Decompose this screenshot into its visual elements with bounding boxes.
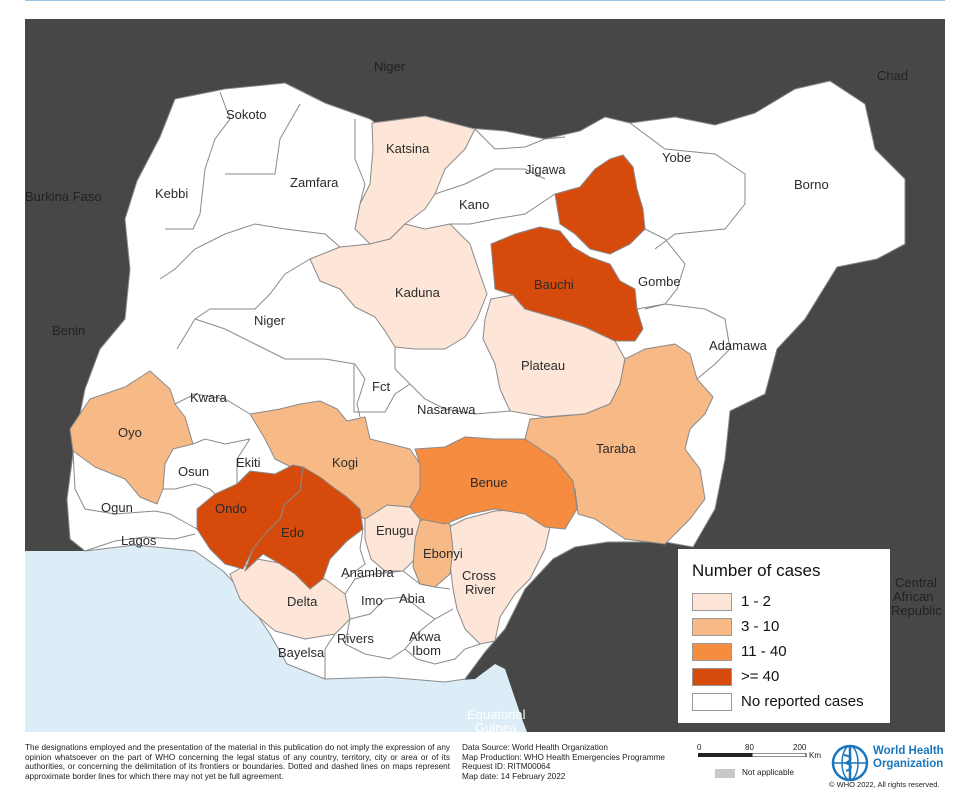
legend-swatch bbox=[692, 617, 732, 636]
legend-swatch bbox=[692, 692, 732, 711]
copyright-text: © WHO 2022, All rights reserved. bbox=[829, 780, 940, 789]
label-state-osun: Osun bbox=[178, 464, 209, 479]
scale-label-max: 200 bbox=[793, 743, 807, 752]
map-production-line: Map Production: WHO Health Emergencies P… bbox=[462, 752, 665, 762]
label-state-cross-river-1: Cross bbox=[462, 568, 496, 583]
state-edo bbox=[244, 466, 364, 590]
scale-label-mid: 80 bbox=[745, 743, 754, 752]
label-state-ondo: Ondo bbox=[215, 501, 247, 516]
who-name-line-2: Organization bbox=[873, 757, 944, 770]
label-state-kwara: Kwara bbox=[190, 390, 228, 405]
disclaimer-text: The designations employed and the presen… bbox=[25, 743, 450, 781]
legend-title: Number of cases bbox=[692, 561, 821, 580]
label-state-edo: Edo bbox=[281, 525, 304, 540]
label-state-nasarawa: Nasarawa bbox=[417, 402, 476, 417]
label-state-enugu: Enugu bbox=[376, 523, 414, 538]
map-footer: The designations employed and the presen… bbox=[25, 743, 950, 801]
label-state-ebonyi: Ebonyi bbox=[423, 546, 463, 561]
label-country-niger: Niger bbox=[374, 59, 406, 74]
map-date-line: Map date: 14 February 2022 bbox=[462, 771, 566, 781]
label-state-kano: Kano bbox=[459, 197, 489, 212]
label-country-car-2: African bbox=[893, 589, 933, 604]
legend-label: 1 - 2 bbox=[741, 593, 772, 610]
legend-item: 3 - 10 bbox=[692, 614, 876, 639]
label-state-oyo: Oyo bbox=[118, 425, 142, 440]
legend-item: >= 40 bbox=[692, 664, 876, 689]
label-state-kaduna: Kaduna bbox=[395, 285, 441, 300]
map-legend: Number of cases 1 - 2 3 - 10 11 - 40 >= … bbox=[678, 549, 890, 723]
who-name-line-1: World Health bbox=[873, 745, 944, 757]
label-state-delta: Delta bbox=[287, 594, 318, 609]
label-state-plateau: Plateau bbox=[521, 358, 565, 373]
data-source-block: Data Source: World Health Organization M… bbox=[462, 743, 702, 781]
data-source-line: Data Source: World Health Organization bbox=[462, 743, 608, 752]
label-state-anambra: Anambra bbox=[341, 565, 395, 580]
not-applicable-swatch bbox=[715, 769, 735, 778]
label-state-imo: Imo bbox=[361, 593, 383, 608]
label-state-fct: Fct bbox=[372, 379, 390, 394]
legend-item: 11 - 40 bbox=[692, 639, 876, 664]
label-state-adamawa: Adamawa bbox=[709, 338, 768, 353]
top-rule bbox=[25, 0, 945, 1]
label-state-akwa-ibom-2: Ibom bbox=[412, 643, 441, 658]
who-organization-name: World Health Organization bbox=[873, 745, 944, 770]
scale-bar-graphic bbox=[698, 753, 807, 757]
label-state-niger: Niger bbox=[254, 313, 286, 328]
label-country-burkina-faso: Burkina Faso bbox=[25, 189, 102, 204]
scale-bar: 0 80 200 Km bbox=[697, 743, 827, 773]
state-jigawa-east-yobe-part bbox=[554, 154, 646, 255]
state-boundaries bbox=[72, 91, 746, 679]
state-oyo bbox=[69, 370, 194, 505]
label-state-rivers: Rivers bbox=[337, 631, 374, 646]
label-state-katsina: Katsina bbox=[386, 141, 430, 156]
label-country-car-1: Central bbox=[895, 575, 937, 590]
label-state-benue: Benue bbox=[470, 475, 508, 490]
label-state-bauchi: Bauchi bbox=[534, 277, 574, 292]
legend-swatch bbox=[692, 667, 732, 686]
legend-label: No reported cases bbox=[741, 693, 864, 710]
label-state-kogi: Kogi bbox=[332, 455, 358, 470]
label-state-sokoto: Sokoto bbox=[226, 107, 266, 122]
legend-swatch bbox=[692, 592, 732, 611]
label-state-bayelsa: Bayelsa bbox=[278, 645, 325, 660]
legend-item: 1 - 2 bbox=[692, 589, 876, 614]
legend-item: No reported cases bbox=[692, 689, 876, 714]
label-country-chad: Chad bbox=[877, 68, 908, 83]
label-country-eq-guinea-1: Equatorial bbox=[467, 707, 526, 722]
state-benue bbox=[409, 436, 578, 530]
request-id-line: Request ID: RITM00064 bbox=[462, 762, 551, 772]
map-frame: Niger Chad Burkina Faso Benin Central Af… bbox=[25, 19, 945, 732]
state-kaduna bbox=[309, 223, 488, 350]
sea bbox=[25, 545, 527, 732]
label-state-cross-river-2: River bbox=[465, 582, 496, 597]
label-state-lagos: Lagos bbox=[121, 533, 157, 548]
label-state-taraba: Taraba bbox=[596, 441, 637, 456]
legend-swatch bbox=[692, 642, 732, 661]
legend-label: >= 40 bbox=[741, 668, 780, 685]
nigeria-map: Niger Chad Burkina Faso Benin Central Af… bbox=[25, 19, 945, 732]
label-country-benin: Benin bbox=[52, 323, 85, 338]
label-state-gombe: Gombe bbox=[638, 274, 681, 289]
label-state-akwa-ibom-1: Akwa bbox=[409, 629, 442, 644]
label-country-car-3: Republic bbox=[891, 603, 942, 618]
scale-label-zero: 0 bbox=[697, 743, 702, 752]
not-applicable-label: Not applicable bbox=[742, 768, 794, 777]
label-country-eq-guinea-2: Guinea bbox=[475, 720, 518, 732]
label-state-yobe: Yobe bbox=[662, 150, 691, 165]
label-state-jigawa: Jigawa bbox=[525, 162, 566, 177]
legend-label: 3 - 10 bbox=[741, 618, 780, 635]
state-enugu bbox=[364, 504, 421, 572]
label-state-borno: Borno bbox=[794, 177, 829, 192]
label-state-abia: Abia bbox=[399, 591, 426, 606]
legend-label: 11 - 40 bbox=[741, 643, 787, 660]
label-state-kebbi: Kebbi bbox=[155, 186, 188, 201]
label-state-ekiti: Ekiti bbox=[236, 455, 261, 470]
who-emblem-icon bbox=[831, 744, 869, 782]
label-state-ogun: Ogun bbox=[101, 500, 133, 515]
scale-unit: Km bbox=[809, 751, 821, 760]
label-state-zamfara: Zamfara bbox=[290, 175, 339, 190]
